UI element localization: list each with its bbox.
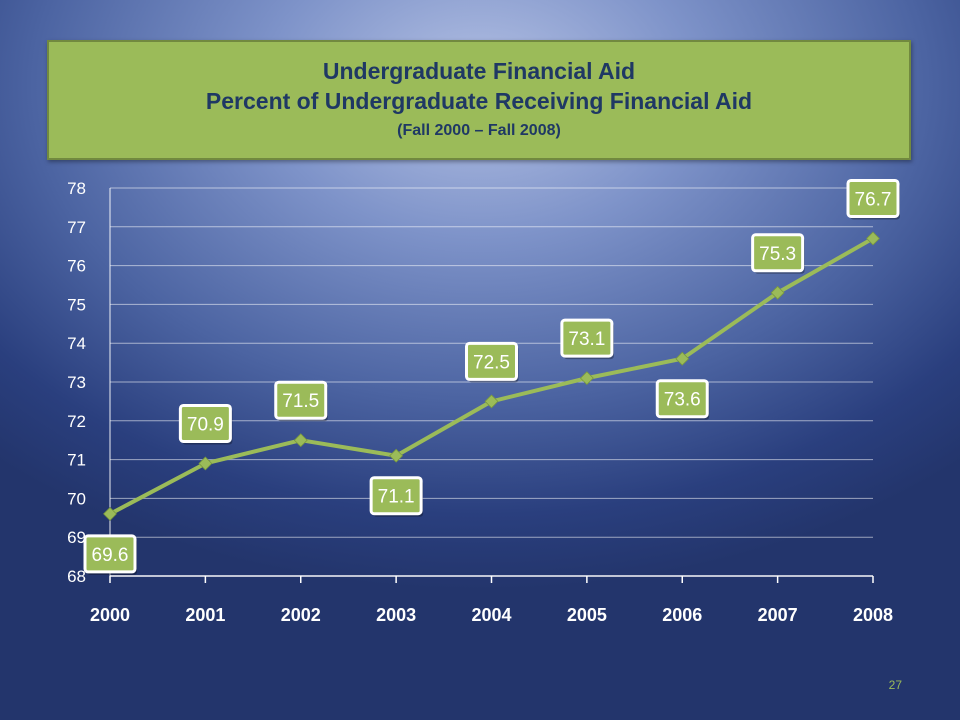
data-label: 70.9 xyxy=(178,403,233,445)
data-label-box xyxy=(846,178,900,218)
x-tick-label: 2006 xyxy=(662,605,702,625)
data-label-box xyxy=(560,318,614,358)
x-tick-label: 2002 xyxy=(281,605,321,625)
y-tick-label: 72 xyxy=(67,412,86,431)
data-point-marker xyxy=(293,433,308,448)
data-point-marker xyxy=(484,394,499,409)
x-tick-label: 2001 xyxy=(185,605,225,625)
y-tick-label: 74 xyxy=(67,334,86,353)
chart-subtitle: Percent of Undergraduate Receiving Finan… xyxy=(205,88,753,114)
data-label-text: 72.5 xyxy=(473,352,510,373)
data-label-text: 73.1 xyxy=(568,329,605,350)
data-label-text: 71.5 xyxy=(282,391,319,412)
x-tick-label: 2008 xyxy=(853,605,893,625)
data-label-text: 69.6 xyxy=(92,545,129,566)
data-point-marker xyxy=(675,351,690,366)
data-label: 75.3 xyxy=(751,233,805,274)
data-label: 71.5 xyxy=(274,380,328,422)
y-tick-label: 76 xyxy=(67,257,86,276)
data-label-box xyxy=(83,534,137,574)
page-number: 27 xyxy=(888,678,902,692)
data-label: 73.1 xyxy=(560,318,614,360)
y-tick-label: 75 xyxy=(67,295,86,314)
data-label-box xyxy=(465,341,518,381)
data-point-marker xyxy=(770,285,785,300)
y-tick-label: 71 xyxy=(67,451,86,470)
data-label-box xyxy=(274,380,328,420)
data-point-marker xyxy=(866,231,880,246)
data-label-text: 73.6 xyxy=(664,390,701,411)
data-label: 76.7 xyxy=(846,178,900,220)
x-tick-label: 2007 xyxy=(758,605,798,625)
chart-title-box: Undergraduate Financial Aid Percent of U… xyxy=(47,40,911,160)
data-point-marker xyxy=(103,506,117,521)
y-tick-label: 77 xyxy=(67,218,86,237)
data-label-text: 75.3 xyxy=(759,244,796,265)
data-label-box xyxy=(178,403,232,443)
data-label-text: 71.1 xyxy=(378,487,415,508)
data-point-marker xyxy=(389,448,404,463)
x-tick-label: 2005 xyxy=(567,605,607,625)
x-tick-label: 2000 xyxy=(90,605,130,625)
chart-title: Undergraduate Financial Aid xyxy=(322,58,636,84)
y-tick-label: 78 xyxy=(67,179,86,198)
data-label-text: 70.9 xyxy=(187,414,224,435)
data-label: 72.5 xyxy=(465,341,519,383)
data-point-marker xyxy=(579,371,594,386)
data-label: 69.6 xyxy=(83,534,137,575)
y-tick-label: 68 xyxy=(67,567,86,586)
data-label-box xyxy=(369,476,423,516)
data-label-text: 76.7 xyxy=(855,189,892,210)
chart-date-range: (Fall 2000 – Fall 2008) xyxy=(397,122,561,139)
data-point-marker xyxy=(198,456,213,471)
x-tick-label: 2004 xyxy=(471,605,511,625)
data-label: 73.6 xyxy=(655,379,710,420)
y-tick-label: 73 xyxy=(67,373,86,392)
data-label: 71.1 xyxy=(369,476,424,517)
y-tick-label: 69 xyxy=(67,528,86,547)
y-tick-label: 70 xyxy=(67,489,86,508)
x-tick-label: 2003 xyxy=(376,605,416,625)
data-label-box xyxy=(655,379,709,419)
data-label-box xyxy=(751,233,805,273)
